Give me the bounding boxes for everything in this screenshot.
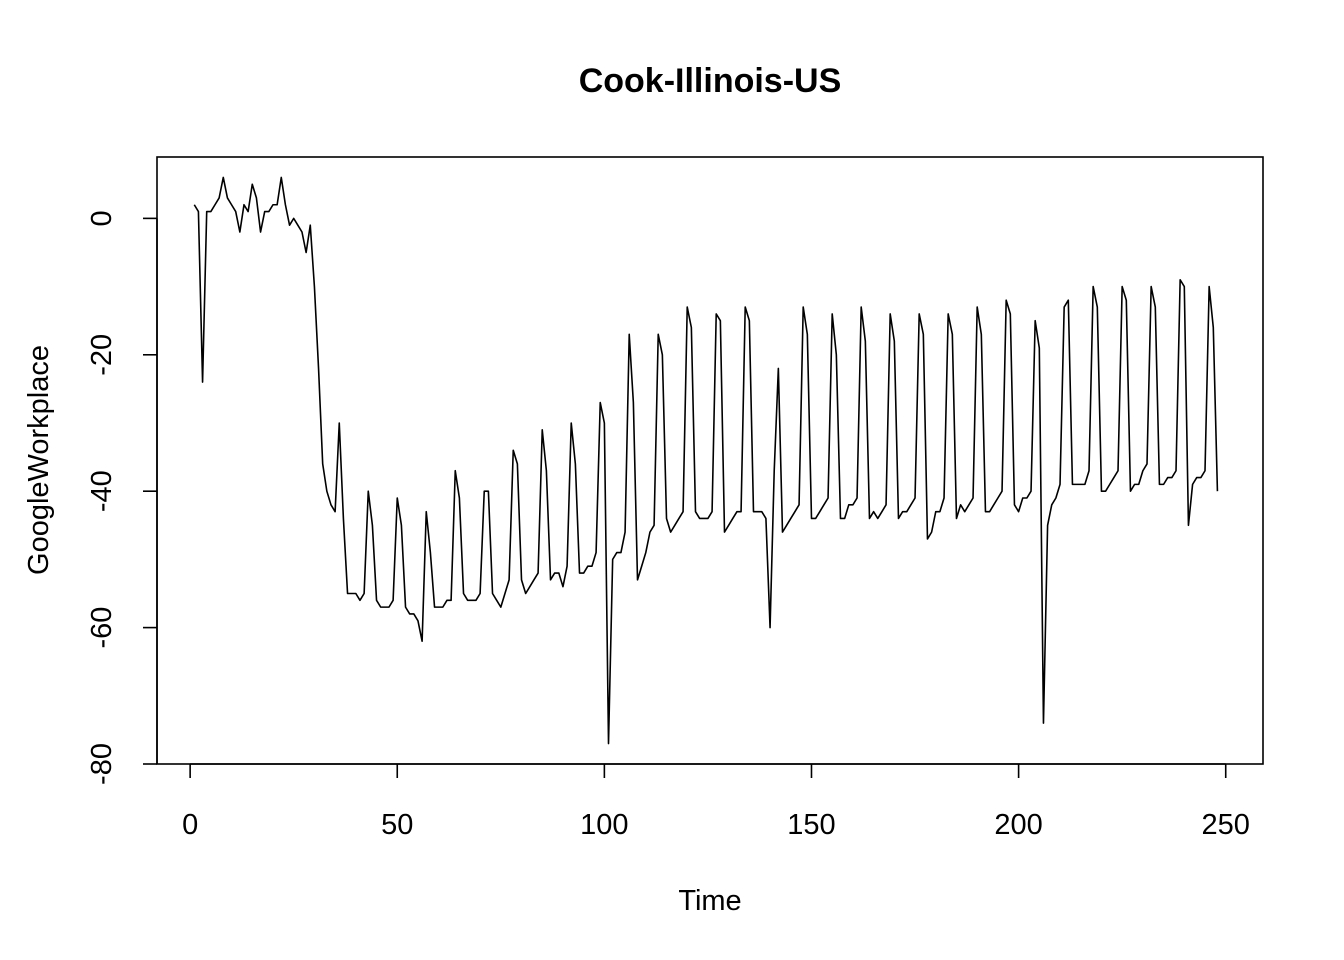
y-tick-label: -60 — [86, 607, 118, 649]
x-tick-label: 50 — [381, 809, 413, 841]
y-axis: -80 -60 -40 -20 0 — [86, 210, 158, 785]
y-tick-label: -80 — [86, 743, 118, 785]
x-axis: 0 50 100 150 200 250 — [182, 763, 1250, 841]
y-tick-label: -40 — [86, 470, 118, 512]
y-tick-label: 0 — [86, 210, 118, 226]
x-tick-label: 250 — [1202, 809, 1250, 841]
x-tick-label: 200 — [994, 809, 1042, 841]
y-axis-label: GoogleWorkplace — [23, 345, 55, 575]
x-axis-label: Time — [678, 885, 741, 917]
x-tick-label: 150 — [787, 809, 835, 841]
x-tick-label: 0 — [182, 809, 198, 841]
series-line — [193, 176, 1219, 745]
chart-title: Cook-Illinois-US — [579, 62, 842, 100]
y-tick-label: -20 — [86, 334, 118, 376]
x-tick-label: 100 — [580, 809, 628, 841]
